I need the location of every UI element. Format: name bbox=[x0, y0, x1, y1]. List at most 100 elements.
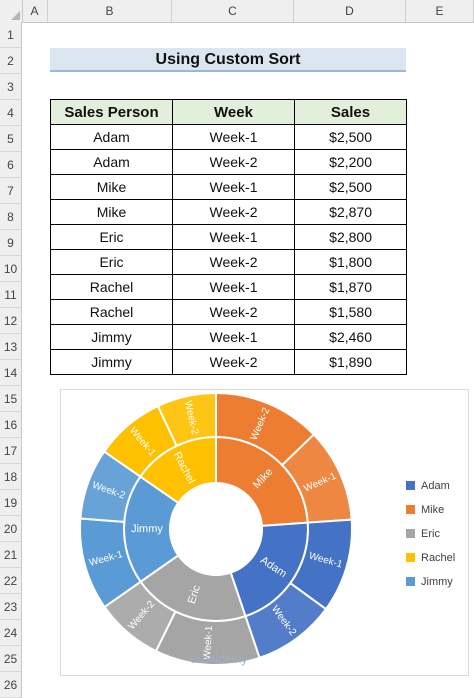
row-header[interactable]: 16 bbox=[0, 412, 22, 438]
row-header[interactable]: 8 bbox=[0, 204, 22, 230]
header-week[interactable]: Week bbox=[172, 99, 295, 125]
row-header[interactable]: 18 bbox=[0, 464, 22, 490]
row-header[interactable]: 7 bbox=[0, 178, 22, 204]
cell-week[interactable]: Week-1 bbox=[172, 224, 295, 250]
row-header[interactable]: 12 bbox=[0, 308, 22, 334]
cell-sales[interactable]: $1,800 bbox=[294, 249, 407, 275]
cell-sales-person[interactable]: Rachel bbox=[50, 299, 173, 325]
column-header-c[interactable]: C bbox=[172, 0, 294, 22]
cell-sales-person[interactable]: Mike bbox=[50, 174, 173, 200]
cell-sales[interactable]: $2,800 bbox=[294, 224, 407, 250]
table-row: Mike Week-2 $2,870 bbox=[50, 199, 407, 225]
table-row: Adam Week-2 $2,200 bbox=[50, 149, 407, 175]
cell-sales[interactable]: $2,500 bbox=[294, 124, 407, 150]
cell-sales-person[interactable]: Eric bbox=[50, 224, 173, 250]
cell-week[interactable]: Week-2 bbox=[172, 199, 295, 225]
table-header-row: Sales Person Week Sales bbox=[50, 99, 407, 125]
select-all-corner[interactable] bbox=[0, 0, 23, 22]
row-header[interactable]: 22 bbox=[0, 568, 22, 594]
legend-swatch bbox=[406, 577, 415, 587]
row-header[interactable]: 19 bbox=[0, 490, 22, 516]
row-header[interactable]: 4 bbox=[0, 100, 22, 126]
row-header[interactable]: 14 bbox=[0, 360, 22, 386]
legend-label: Jimmy bbox=[421, 575, 453, 588]
row-header[interactable]: 2 bbox=[0, 48, 22, 74]
sunburst-label-week: Week-1 bbox=[202, 625, 215, 660]
cell-week[interactable]: Week-2 bbox=[172, 149, 295, 175]
legend-swatch bbox=[406, 481, 415, 491]
cell-sales-person[interactable]: Rachel bbox=[50, 274, 173, 300]
table-row: Rachel Week-2 $1,580 bbox=[50, 299, 407, 325]
cell-sales-person[interactable]: Adam bbox=[50, 124, 173, 150]
row-header[interactable]: 1 bbox=[0, 22, 22, 48]
cell-sales[interactable]: $1,870 bbox=[294, 274, 407, 300]
legend-item[interactable]: Mike bbox=[406, 501, 445, 516]
cell-sales-person[interactable]: Mike bbox=[50, 199, 173, 225]
sheet-title: Using Custom Sort bbox=[50, 48, 406, 72]
table-row: Eric Week-2 $1,800 bbox=[50, 249, 407, 275]
row-header[interactable]: 26 bbox=[0, 672, 22, 698]
row-header[interactable]: 23 bbox=[0, 594, 22, 620]
table-row: Rachel Week-1 $1,870 bbox=[50, 274, 407, 300]
row-header[interactable]: 3 bbox=[0, 74, 22, 100]
cell-week[interactable]: Week-1 bbox=[172, 324, 295, 350]
row-header[interactable]: 10 bbox=[0, 256, 22, 282]
legend-swatch bbox=[406, 529, 415, 539]
sunburst-segment-week[interactable] bbox=[156, 391, 217, 448]
row-header[interactable]: 9 bbox=[0, 230, 22, 256]
legend-label: Adam bbox=[421, 479, 450, 492]
cell-sales-person[interactable]: Adam bbox=[50, 149, 173, 175]
legend-item[interactable]: Eric bbox=[406, 525, 440, 540]
legend-item[interactable]: Adam bbox=[406, 477, 450, 492]
row-header[interactable]: 11 bbox=[0, 282, 22, 308]
sunburst-chart-area[interactable]: Mike Week-2 Week-1 Adam Week-1 Week-2 Eric Week… bbox=[60, 389, 469, 676]
table-row: Jimmy Week-2 $1,890 bbox=[50, 349, 407, 375]
cell-sales[interactable]: $2,500 bbox=[294, 174, 407, 200]
cell-week[interactable]: Week-2 bbox=[172, 249, 295, 275]
column-header-a[interactable]: A bbox=[22, 0, 48, 22]
legend-item[interactable]: Jimmy bbox=[406, 573, 453, 588]
row-header[interactable]: 13 bbox=[0, 334, 22, 360]
cell-week[interactable]: Week-2 bbox=[172, 349, 295, 375]
table-body: Adam Week-1 $2,500 Adam Week-2 $2,200 Mike Week… bbox=[50, 124, 407, 375]
row-header[interactable]: 15 bbox=[0, 386, 22, 412]
table-row: Adam Week-1 $2,500 bbox=[50, 124, 407, 150]
header-sales-person[interactable]: Sales Person bbox=[50, 99, 173, 125]
cell-sales-person[interactable]: Jimmy bbox=[50, 324, 173, 350]
header-sales[interactable]: Sales bbox=[294, 99, 407, 125]
cell-sales[interactable]: $1,890 bbox=[294, 349, 407, 375]
row-header[interactable]: 20 bbox=[0, 516, 22, 542]
row-header[interactable]: 25 bbox=[0, 646, 22, 672]
cell-week[interactable]: Week-2 bbox=[172, 299, 295, 325]
table-row: Eric Week-1 $2,800 bbox=[50, 224, 407, 250]
select-all-triangle-icon bbox=[11, 11, 20, 20]
cell-week[interactable]: Week-1 bbox=[172, 274, 295, 300]
table-row: Mike Week-1 $2,500 bbox=[50, 174, 407, 200]
cell-sales-person[interactable]: Jimmy bbox=[50, 349, 173, 375]
row-header[interactable]: 5 bbox=[0, 126, 22, 152]
sales-table: Sales Person Week Sales Adam Week-1 $2,500… bbox=[50, 99, 407, 375]
column-header-bar bbox=[0, 0, 474, 23]
legend-swatch bbox=[406, 553, 415, 563]
legend-swatch bbox=[406, 505, 415, 515]
legend-item[interactable]: Rachel bbox=[406, 549, 456, 564]
cell-sales-person[interactable]: Eric bbox=[50, 249, 173, 275]
cell-sales[interactable]: $2,870 bbox=[294, 199, 407, 225]
column-header-d[interactable]: D bbox=[294, 0, 406, 22]
row-header[interactable]: 21 bbox=[0, 542, 22, 568]
cell-sales[interactable]: $1,580 bbox=[294, 299, 407, 325]
column-header-b[interactable]: B bbox=[48, 0, 172, 22]
row-header[interactable]: 24 bbox=[0, 620, 22, 646]
row-header[interactable]: 17 bbox=[0, 438, 22, 464]
cell-sales[interactable]: $2,200 bbox=[294, 149, 407, 175]
sunburst-label-person: Eric bbox=[186, 583, 203, 605]
cell-week[interactable]: Week-1 bbox=[172, 124, 295, 150]
sunburst-label-person: Jimmy bbox=[131, 523, 163, 535]
legend-label: Rachel bbox=[421, 551, 456, 564]
cell-sales[interactable]: $2,460 bbox=[294, 324, 407, 350]
cell-week[interactable]: Week-1 bbox=[172, 174, 295, 200]
row-header[interactable]: 6 bbox=[0, 152, 22, 178]
column-header-e[interactable]: E bbox=[406, 0, 474, 22]
legend-label: Mike bbox=[421, 503, 445, 516]
